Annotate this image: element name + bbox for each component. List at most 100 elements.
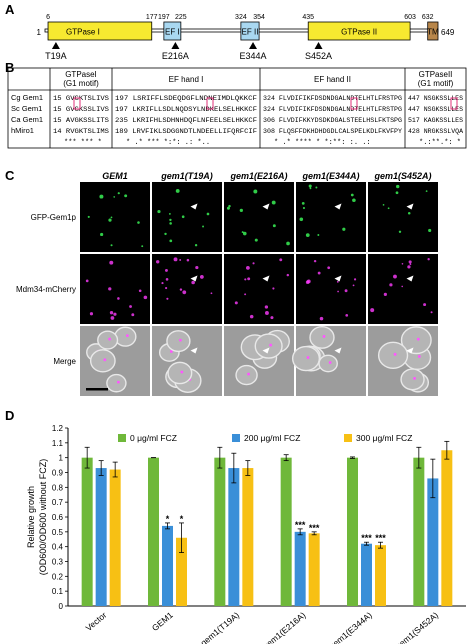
bar — [81, 457, 93, 606]
fluorescent-spot — [408, 260, 412, 264]
fluorescent-spot — [401, 285, 404, 288]
sequence-text: 308 FLQSFFDKHDHDGDLCALSPELKDLFKVFPY — [263, 128, 402, 136]
position-label: 603 — [404, 14, 416, 21]
fluorescent-spot — [109, 260, 114, 265]
sequence-text: 15 AVGKSSLITS — [53, 117, 109, 125]
mutation-label: E216A — [162, 51, 189, 60]
yeast-cell — [318, 354, 338, 373]
fluorescent-spot — [109, 311, 114, 315]
fluorescence-panel — [152, 182, 222, 252]
x-tick-label: Vector — [84, 610, 109, 633]
fluorescent-spot — [337, 290, 339, 293]
mutation-marker — [51, 42, 60, 49]
legend-label: 200 μg/ml FCZ — [244, 433, 300, 443]
bar — [347, 457, 358, 606]
x-tick-label: GEM1 — [150, 610, 175, 633]
fluorescent-spot — [306, 279, 311, 284]
fluorescence-panel — [224, 182, 294, 252]
merge-spot — [108, 337, 112, 341]
panel-d-letter: D — [5, 408, 15, 423]
fluorescent-spot — [264, 311, 269, 315]
bar — [176, 537, 187, 606]
fluorescent-spot — [179, 288, 183, 291]
fluorescent-spot — [313, 259, 317, 263]
yeast-cell — [377, 341, 409, 370]
fluorescent-spot — [344, 289, 348, 293]
fluorescence-panel — [80, 182, 150, 252]
bar — [109, 469, 121, 606]
fluorescent-spot — [113, 196, 116, 198]
sequence-text: 447 NSGKSSLLES — [408, 106, 463, 114]
fluorescent-spot — [110, 216, 113, 219]
fluorescent-spot — [173, 257, 178, 262]
fluorescent-spot — [352, 284, 355, 287]
fluorescent-spot — [182, 290, 187, 295]
fluorescent-spot — [199, 275, 204, 279]
microscopy-grid: GEM1 gem1(T19A) gem1(E216A) gem1(E344A) gem1… — [16, 171, 438, 396]
sequence-text: 197 LKRIFLLSDLNQDSYLNDKELSELHKKCF — [115, 106, 257, 114]
legend-swatch — [344, 434, 352, 442]
y-tick-label: 0.9 — [52, 469, 64, 478]
fluorescent-spot — [181, 215, 185, 219]
growth-bar-chart: 0 0.1 0.2 0.3 0.4 0.5 0.6 0.7 0.8 0.9 1 1.1 1.2 Relat… — [26, 424, 466, 644]
seq-start-label: 1 — [37, 28, 42, 37]
fluorescent-spot — [129, 305, 132, 308]
fluorescent-spot — [309, 187, 312, 190]
fluorescent-spot — [286, 273, 290, 277]
merge-spot — [179, 338, 182, 342]
yeast-cell — [400, 368, 425, 391]
fluorescent-spot — [175, 189, 180, 193]
fluorescent-spot — [85, 279, 89, 283]
fluorescent-spot — [164, 232, 167, 236]
position-label: 354 — [253, 14, 265, 21]
residue-highlight — [206, 97, 214, 110]
bar — [162, 525, 173, 606]
fluorescent-spot — [117, 297, 120, 300]
y-axis-label-line1: Relative growth — [26, 486, 36, 548]
conservation-marks: * .* *** *:*: .: *.. — [126, 139, 210, 147]
x-tick-label: gem1(E216A) — [261, 610, 308, 644]
fluorescent-spot — [228, 204, 231, 208]
fluorescent-spot — [272, 224, 276, 228]
strain-column-header: gem1(E216A) — [229, 171, 287, 181]
yeast-cell — [235, 364, 258, 386]
fluorescent-spot — [407, 211, 411, 215]
bar — [242, 468, 254, 606]
fluorescent-spot — [317, 234, 320, 236]
fluorescent-spot — [239, 208, 243, 213]
species-name: hMiro1 — [11, 126, 34, 135]
arrowhead-marker — [262, 203, 270, 210]
fluorescent-spot — [234, 301, 238, 305]
fluorescent-spot — [137, 221, 140, 224]
fluorescent-spot — [301, 201, 305, 205]
legend-label: 300 μg/ml FCZ — [356, 433, 412, 443]
sequence-text: 447 NSGKSSLLES — [408, 95, 463, 103]
fluorescent-spot — [302, 206, 306, 210]
conservation-marks: * .* **** * *:**: :. .: — [274, 139, 371, 147]
merge-spot — [393, 352, 397, 356]
fluorescent-spot — [383, 292, 387, 296]
sequence-alignment: GTPaseI(G1 motif) EF hand I EF hand IIGTPa… — [7, 67, 467, 149]
fluorescent-spot — [396, 184, 400, 189]
bar — [280, 457, 292, 606]
mutation-marker — [171, 42, 180, 49]
alignment-header: GTPaseII — [419, 70, 453, 79]
fluorescent-spot — [124, 194, 128, 198]
bar — [148, 457, 159, 606]
fluorescent-spot — [272, 287, 275, 290]
fluorescent-spot — [165, 268, 168, 272]
fluorescent-spot — [393, 274, 397, 279]
fluorescent-spot — [253, 189, 258, 194]
channel-row-label: Merge — [53, 357, 76, 366]
fluorescence-panel — [152, 254, 222, 324]
fluorescent-spot — [409, 263, 412, 266]
legend-swatch — [118, 434, 126, 442]
residue-highlight — [350, 97, 358, 110]
fluorescent-spot — [336, 280, 339, 283]
fluorescent-spot — [165, 286, 168, 290]
sequence-text: 324 FLVDIFIKFDSDNDGALNDTELHTLFRSTPG — [263, 95, 402, 103]
fluorescent-spot — [141, 245, 144, 248]
fluorescent-spot — [110, 244, 113, 247]
fluorescent-spot — [345, 313, 349, 317]
merge-spot — [416, 337, 420, 341]
